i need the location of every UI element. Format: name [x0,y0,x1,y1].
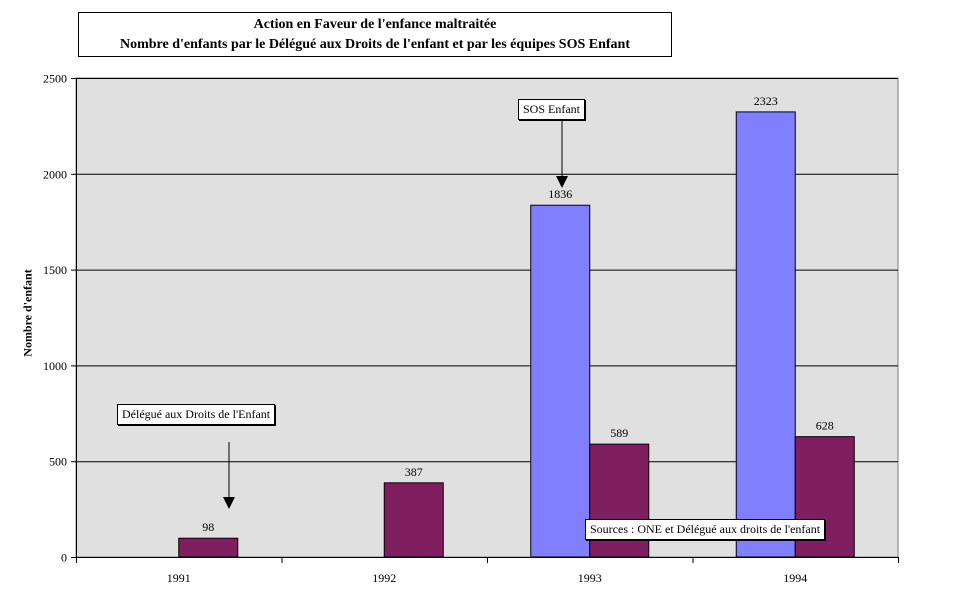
bar-delegue-1991 [178,537,239,558]
data-label-sos-1993: 1836 [548,187,572,201]
bar-sos-1994 [735,111,796,558]
data-label-delegue-1991: 98 [202,520,214,534]
y-tick-label-2500: 2500 [43,72,67,86]
arrow-sos-head [556,176,568,188]
callout-delegue: Délégué aux Droits de l'Enfant [117,404,276,425]
y-tick-label-0: 0 [61,551,67,565]
data-label-sos-1994: 2323 [754,94,778,108]
y-tick-label-1500: 1500 [43,263,67,277]
bar-sos-1993 [530,204,591,558]
data-label-delegue-1992: 387 [405,465,423,479]
chart-title-line-1: Action en Faveur de l'enfance maltraitée [253,17,497,32]
bar-delegue-1993 [589,443,650,558]
y-tick-label-1000: 1000 [43,359,67,373]
chart-title: Action en Faveur de l'enfance maltraitée… [78,12,672,57]
y-tick-label-500: 500 [49,455,67,469]
y-axis-label: Nombre d'enfant [20,269,35,357]
bar-delegue-1992 [383,482,444,558]
y-tick-label-2000: 2000 [43,167,67,181]
x-tick-label-1993: 1993 [578,571,602,585]
x-tick-label-1994: 1994 [783,571,807,585]
data-label-delegue-1993: 589 [610,426,628,440]
data-label-delegue-1994: 628 [816,419,834,433]
x-tick-label-1991: 1991 [167,571,191,585]
chart-title-line-2: Nombre d'enfants par le Délégué aux Droi… [120,37,630,52]
callout-sos-enfant: SOS Enfant [518,99,585,120]
callout-sources: Sources : ONE et Délégué aux droits de l… [585,519,826,540]
x-tick-label-1992: 1992 [372,571,396,585]
arrow-delegue-head [223,497,235,509]
